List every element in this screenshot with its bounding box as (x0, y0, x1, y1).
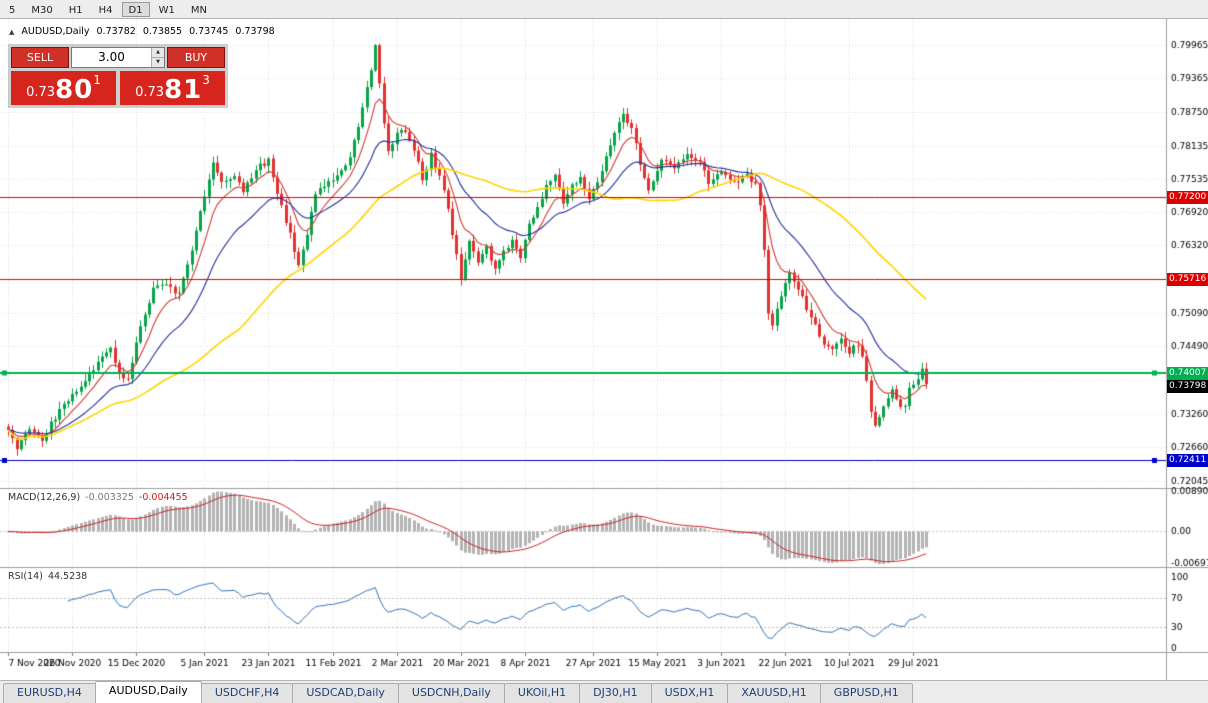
volume-spinner[interactable]: 3.00 ▲ ▼ (71, 47, 165, 68)
sell-price-prefix: 0.73 (26, 85, 56, 100)
timeframe-button-H4[interactable]: H4 (98, 4, 113, 16)
volume-decrease-button[interactable]: ▼ (152, 58, 164, 67)
timeframe-toolbar: 5 M30 H1 H4 D1 W1 MN (0, 0, 1208, 19)
chart-ohlc-header: ▲ AUDUSD,Daily 0.73782 0.73855 0.73745 0… (9, 26, 275, 37)
chart-tab-UKOil-H1[interactable]: UKOil,H1 (503, 683, 581, 703)
one-click-trading-panel: SELL 3.00 ▲ ▼ BUY 0.73 80 1 0.73 (8, 44, 228, 108)
sell-price-point: 1 (93, 73, 101, 87)
sell-button[interactable]: SELL (11, 47, 69, 68)
volume-spin-buttons: ▲ ▼ (151, 48, 164, 67)
timeframe-button-MN[interactable]: MN (190, 4, 207, 16)
buy-price-point: 3 (202, 73, 210, 87)
hline-price-tag-0.74007[interactable]: 0.74007 (1167, 367, 1208, 380)
volume-increase-button[interactable]: ▲ (152, 48, 164, 58)
volume-value[interactable]: 3.00 (98, 50, 125, 64)
buy-button[interactable]: BUY (167, 47, 225, 68)
rsi-indicator-label: RSI(14) 44.5238 (8, 571, 87, 582)
chart-tab-EURUSD-H4[interactable]: EURUSD,H4 (3, 683, 96, 703)
rsi-value: 44.5238 (47, 571, 88, 582)
macd-name: MACD(12,26,9) (8, 492, 81, 503)
chart-tab-USDCHF-H4[interactable]: USDCHF,H4 (200, 683, 294, 703)
macd-main-value: -0.003325 (85, 492, 134, 503)
buy-price-button[interactable]: 0.73 81 3 (120, 71, 225, 105)
rsi-name: RSI(14) (8, 571, 43, 582)
hline-price-tag-0.77200[interactable]: 0.77200 (1167, 191, 1208, 204)
timeframe-button-W1[interactable]: W1 (158, 4, 175, 16)
sell-price-button[interactable]: 0.73 80 1 (11, 71, 116, 105)
chart-tab-USDCAD-Daily[interactable]: USDCAD,Daily (292, 683, 399, 703)
close-value: 0.73798 (235, 26, 275, 37)
chart-tab-USDCNH-Daily[interactable]: USDCNH,Daily (397, 683, 505, 703)
chart-tab-DJ30-H1[interactable]: DJ30,H1 (579, 683, 652, 703)
timeframe-button-M30[interactable]: M30 (31, 4, 53, 16)
symbol-timeframe-label: AUDUSD,Daily (21, 26, 90, 37)
low-value: 0.73745 (189, 26, 229, 37)
hline-price-tag-0.72411[interactable]: 0.72411 (1167, 454, 1208, 467)
buy-price-prefix: 0.73 (135, 85, 165, 100)
timeframe-button-H1[interactable]: H1 (68, 4, 83, 16)
price-chart-canvas[interactable] (0, 19, 1208, 680)
open-value: 0.73782 (96, 26, 136, 37)
chart-tab-USDX-H1[interactable]: USDX,H1 (650, 683, 729, 703)
chart-icon: ▲ (9, 27, 15, 36)
current-price-tag: 0.73798 (1167, 380, 1208, 393)
trade-prices-row: 0.73 80 1 0.73 81 3 (11, 71, 225, 105)
macd-indicator-label: MACD(12,26,9) -0.003325 -0.004455 (8, 492, 188, 503)
sell-price-pips: 80 (55, 75, 94, 105)
chart-tab-XAUUSD-H1[interactable]: XAUUSD,H1 (727, 683, 821, 703)
high-value: 0.73855 (142, 26, 183, 37)
trade-controls-row: SELL 3.00 ▲ ▼ BUY (11, 47, 225, 68)
buy-price-pips: 81 (164, 75, 203, 105)
timeframe-button-D1[interactable]: D1 (121, 1, 150, 17)
chart-tab-AUDUSD-Daily[interactable]: AUDUSD,Daily (94, 681, 202, 703)
chart-tabs-bar: EURUSD,H4 AUDUSD,Daily USDCHF,H4 USDCAD,Dai… (0, 680, 1208, 703)
timeframe-button-5[interactable]: 5 (9, 4, 16, 16)
chart-area: ▲ AUDUSD,Daily 0.73782 0.73855 0.73745 0… (0, 19, 1208, 680)
chart-tab-GBPUSD-H1[interactable]: GBPUSD,H1 (819, 683, 913, 703)
macd-signal-value: -0.004455 (138, 492, 188, 503)
hline-price-tag-0.75716[interactable]: 0.75716 (1167, 273, 1208, 286)
